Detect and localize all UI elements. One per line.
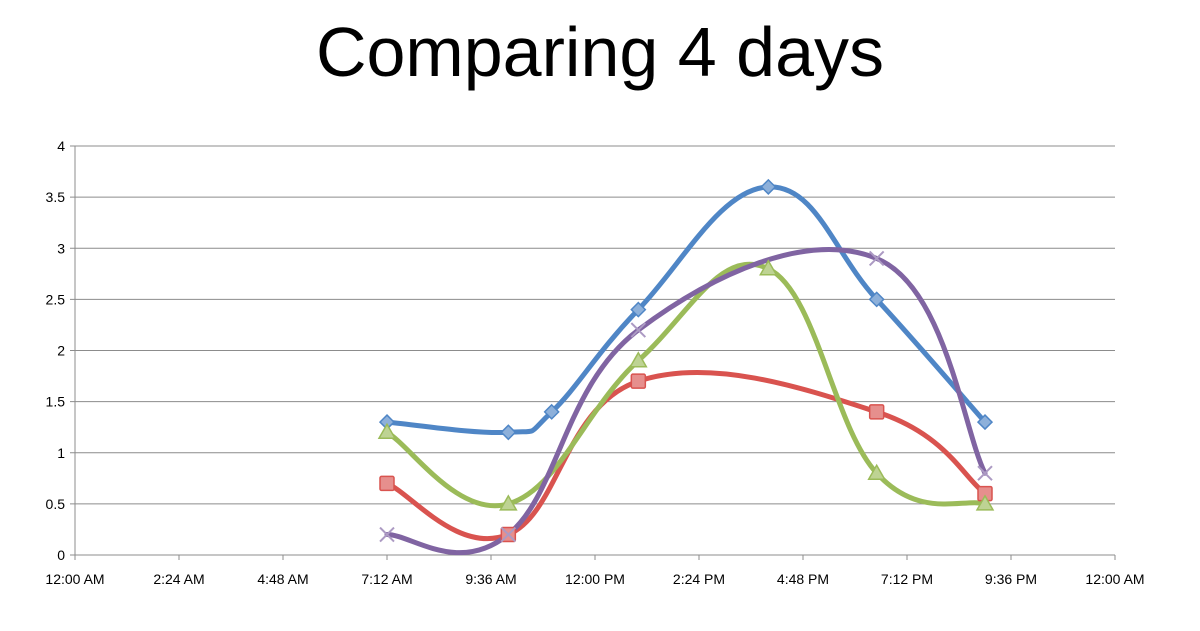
- y-tick-label: 3.5: [46, 189, 66, 205]
- axes: [70, 145, 1116, 560]
- y-tick-label: 1: [57, 445, 65, 461]
- x-tick-label: 2:24 AM: [153, 571, 204, 587]
- y-tick-label: 0.5: [46, 496, 66, 512]
- data-point-triangle: [759, 259, 778, 276]
- x-tick-label: 12:00 PM: [565, 571, 625, 587]
- x-tick-label: 4:48 AM: [257, 571, 308, 587]
- chart-title: Comparing 4 days: [315, 13, 885, 91]
- series-lines: [384, 184, 988, 556]
- y-tick-label: 4: [57, 138, 65, 154]
- data-point-triangle: [629, 351, 648, 368]
- x-tick-label: 9:36 PM: [985, 571, 1037, 587]
- x-tick-label: 7:12 AM: [361, 571, 412, 587]
- data-point-x: [868, 250, 885, 267]
- data-point-square: [379, 475, 395, 492]
- data-point-diamond: [543, 403, 560, 420]
- y-tick-label: 0: [57, 547, 65, 563]
- series-line: [384, 247, 988, 556]
- y-tick-labels: 0 0.5 1 1.5 2 2.5 3 3.5 4: [46, 138, 66, 563]
- data-point-diamond: [976, 414, 994, 431]
- data-point-diamond: [500, 424, 517, 441]
- series-markers: [377, 178, 995, 543]
- data-point-x: [977, 465, 993, 481]
- data-point-x: [500, 526, 517, 543]
- data-point-triangle: [867, 463, 886, 480]
- data-point-diamond: [630, 301, 647, 318]
- data-point-triangle: [975, 494, 995, 511]
- y-tick-label: 2.5: [46, 291, 66, 307]
- x-tick-label: 12:00 AM: [1085, 571, 1144, 587]
- gridlines: [75, 145, 1115, 505]
- y-tick-label: 1.5: [46, 394, 66, 410]
- data-point-triangle: [499, 494, 518, 511]
- series-line: [384, 369, 988, 542]
- x-tick-label: 7:12 PM: [881, 571, 933, 587]
- x-tick-label: 12:00 AM: [45, 571, 104, 587]
- data-point-diamond: [760, 178, 777, 195]
- data-point-square: [868, 404, 885, 420]
- data-point-triangle: [377, 422, 397, 440]
- y-tick-label: 3: [57, 240, 65, 256]
- x-tick-labels: 12:00 AM 2:24 AM 4:48 AM 7:12 AM 9:36 AM 12:0…: [45, 571, 1144, 587]
- x-tick-label: 4:48 PM: [777, 571, 829, 587]
- x-tick-label: 9:36 AM: [465, 571, 516, 587]
- data-point-diamond: [868, 291, 885, 308]
- data-point-x: [630, 322, 647, 338]
- data-point-x: [379, 526, 395, 543]
- x-tick-label: 2:24 PM: [673, 571, 725, 587]
- data-point-square: [630, 373, 647, 389]
- y-tick-label: 2: [57, 343, 65, 359]
